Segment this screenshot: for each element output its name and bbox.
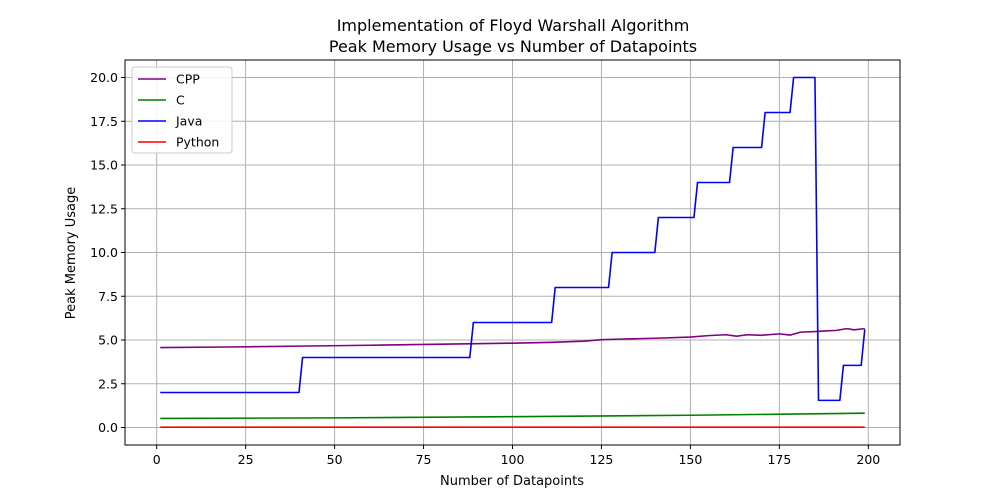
series-line-c [160,412,865,420]
y-tick-label: 5.0 [98,333,118,348]
y-tick-label: 2.5 [98,376,118,391]
y-tick-label: 17.5 [90,114,118,129]
y-tick-label: 0.0 [98,420,118,435]
x-tick-label: 200 [856,452,880,467]
y-tick-label: 12.5 [90,201,118,216]
legend-label-cpp: CPP [176,72,200,87]
x-tick-label: 150 [678,452,702,467]
y-tick-label: 7.5 [98,289,118,304]
series-lines [160,76,866,428]
x-tick-label: 25 [238,452,254,467]
series-line-java [160,76,866,402]
x-tick-label: 175 [767,452,791,467]
x-tick-label: 125 [590,452,614,467]
series-line-cpp [160,327,865,349]
legend-box [131,66,233,154]
y-tick-label: 15.0 [90,158,118,173]
axis-ticks: 0 25 50 75 100 125 150 175 200 0.0 2.5 5.0 7.5 10.0 12… [90,70,880,467]
legend-label-java: Java [175,114,202,129]
x-axis-label: Number of Datapoints [440,474,584,489]
legend: CPP C Java Python [131,66,233,154]
x-tick-label: 50 [327,452,343,467]
grid [125,60,900,445]
legend-label-python: Python [176,135,219,150]
x-tick-label: 0 [153,452,161,467]
y-tick-label: 10.0 [90,245,118,260]
x-tick-label: 75 [416,452,432,467]
chart-title: Implementation of Floyd Warshall Algorit… [337,16,690,35]
x-tick-label: 100 [501,452,525,467]
chart-subtitle: Peak Memory Usage vs Number of Datapoint… [329,37,697,56]
legend-label-c: C [176,93,185,108]
y-axis-label: Peak Memory Usage [64,187,79,320]
y-tick-label: 20.0 [90,70,118,85]
